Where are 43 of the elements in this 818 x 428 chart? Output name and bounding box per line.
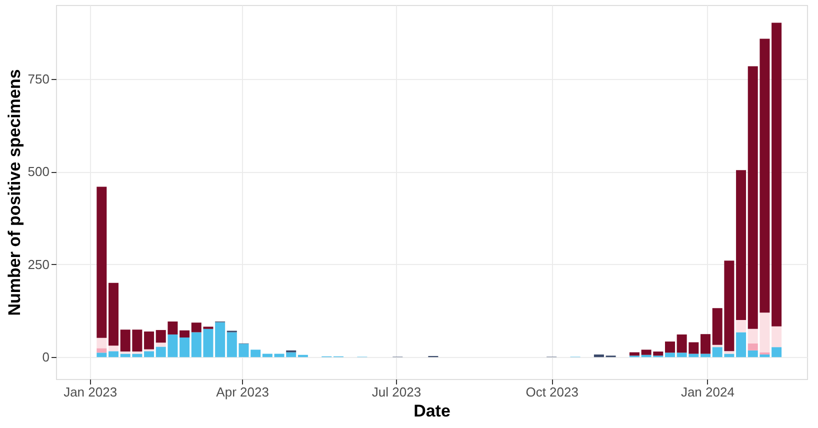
bar — [772, 22, 782, 326]
y-axis-title: Number of positive specimens — [4, 69, 24, 316]
bar — [298, 354, 308, 358]
bar — [629, 352, 640, 356]
bar — [108, 351, 119, 358]
bar — [226, 332, 237, 358]
bar — [180, 337, 190, 358]
y-tick-label: 500 — [28, 164, 50, 180]
bar — [96, 186, 107, 338]
x-tick-label: Oct 2023 — [526, 384, 578, 400]
bar — [724, 351, 734, 354]
bar — [760, 352, 770, 355]
bar — [736, 320, 746, 332]
bar — [748, 343, 758, 350]
bar — [96, 352, 107, 358]
bar — [144, 351, 154, 358]
bar — [156, 342, 166, 347]
bar — [96, 348, 107, 353]
bar — [736, 332, 746, 358]
bar — [108, 282, 119, 346]
bar — [594, 354, 604, 358]
bar — [772, 326, 782, 348]
x-tick-label: Apr 2023 — [216, 384, 269, 400]
bar — [664, 342, 675, 353]
bar — [700, 334, 711, 354]
bar — [108, 346, 119, 352]
x-tick-label: Jan 2024 — [680, 384, 734, 400]
y-tick-label: 750 — [28, 71, 50, 86]
y-tick-label: 0 — [42, 350, 50, 365]
bar — [712, 344, 722, 348]
bar — [700, 354, 711, 358]
bar — [262, 354, 272, 358]
bar — [144, 332, 154, 350]
x-axis-title: Date — [414, 402, 450, 420]
x-tick-label: Jan 2023 — [64, 384, 118, 400]
y-tick-label: 250 — [28, 256, 50, 272]
bar — [215, 322, 226, 358]
x-tick-label: Jul 2023 — [372, 384, 422, 400]
bar — [736, 170, 746, 320]
bar — [96, 338, 107, 348]
bar — [180, 330, 190, 338]
bar — [772, 347, 782, 358]
bar — [664, 352, 675, 358]
